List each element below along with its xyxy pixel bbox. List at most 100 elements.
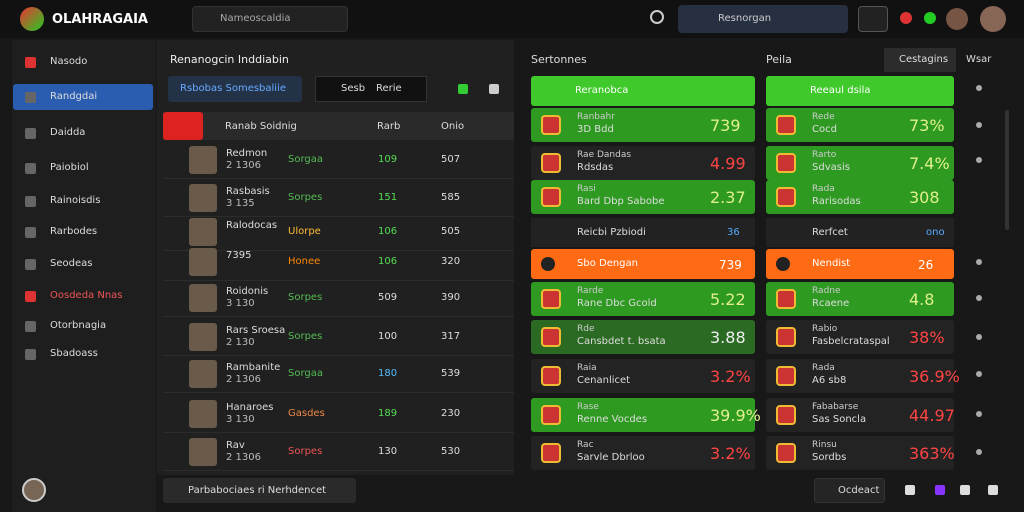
card-sub: Sordbs (812, 452, 847, 463)
card-value: 3.2% (710, 367, 751, 386)
card[interactable] (531, 320, 755, 354)
card[interactable] (531, 359, 755, 393)
footer-box[interactable] (163, 478, 356, 503)
card[interactable] (766, 108, 954, 142)
tab-text[interactable]: Wsar (966, 54, 992, 65)
search-box[interactable] (192, 6, 348, 32)
team-logo (541, 405, 561, 425)
active-item[interactable] (13, 84, 153, 110)
bottom-icon[interactable] (905, 485, 915, 495)
card-value: 3.88 (710, 328, 746, 347)
search-text: Nameoscaldia (220, 13, 291, 24)
sort[interactable]: Rerie (376, 83, 402, 94)
card-sub: Sdvasis (812, 162, 850, 173)
row-action[interactable] (976, 85, 982, 91)
card[interactable] (766, 282, 954, 316)
bottom-icon[interactable] (988, 485, 998, 495)
team: Gasdes (288, 408, 325, 419)
team-logo (776, 443, 796, 463)
sort[interactable]: Sesb (341, 83, 366, 94)
player-sub: 2 130 (226, 337, 255, 348)
nav-item[interactable]: Otorbnagia (50, 320, 107, 331)
card[interactable] (766, 398, 954, 432)
value: 130 (378, 446, 398, 457)
header-text[interactable]: Reeaul dsila (810, 85, 871, 96)
tab[interactable] (678, 5, 848, 33)
row-action[interactable] (976, 295, 982, 301)
player-sub: 3 135 (226, 198, 255, 209)
scrollbar (1005, 110, 1009, 230)
row-action[interactable] (976, 411, 982, 417)
bottom-icon[interactable] (960, 485, 970, 495)
bottom-icon[interactable] (935, 485, 945, 495)
icon[interactable] (858, 6, 888, 32)
nav-item[interactable]: Oosdeda Nnas (50, 290, 123, 301)
card[interactable] (766, 146, 954, 180)
row-action[interactable] (976, 157, 982, 163)
team: Sorgaa (288, 368, 324, 379)
row-action[interactable] (976, 334, 982, 340)
row-action[interactable] (976, 259, 982, 265)
nav-item[interactable]: Seodeas (50, 258, 93, 269)
card[interactable] (766, 320, 954, 354)
row-divider (163, 250, 514, 251)
team-logo (541, 289, 561, 309)
nav-item[interactable]: Rainoisdis (50, 195, 101, 206)
card-sub: Rarisodas (812, 196, 861, 207)
header-text[interactable]: Reranobca (575, 85, 629, 96)
card[interactable] (531, 398, 755, 432)
team-logo (776, 327, 796, 347)
player-name: Redmon (226, 148, 268, 159)
icon[interactable] (458, 84, 468, 94)
row-action[interactable] (976, 449, 982, 455)
icon[interactable] (650, 10, 664, 24)
card-name: Rabio (812, 324, 838, 334)
filter[interactable] (168, 76, 302, 102)
team: Honee (288, 256, 321, 267)
nav-item[interactable]: Rarbodes (50, 226, 98, 237)
row-action[interactable] (976, 371, 982, 377)
nav-item[interactable]: Paiobiol (50, 162, 89, 173)
team-logo (776, 289, 796, 309)
card[interactable] (766, 436, 954, 470)
avatar[interactable] (924, 12, 936, 24)
value: 390 (441, 292, 461, 303)
top-bar (0, 0, 1024, 38)
action-text[interactable]: Ocdeact (838, 485, 880, 496)
avatar[interactable] (980, 6, 1006, 32)
tab[interactable] (884, 48, 956, 72)
highlight-card[interactable] (766, 249, 954, 279)
team: Sorgaa (288, 154, 324, 165)
card-name: Rae Dandas (577, 150, 632, 160)
card[interactable] (766, 180, 954, 214)
highlight-value: 739 (719, 258, 742, 272)
highlight-card[interactable] (531, 249, 755, 279)
action-box[interactable] (814, 478, 885, 503)
nav-icon (25, 92, 36, 103)
avatar[interactable] (900, 12, 912, 24)
card-sub: Fasbelcrataspal (812, 336, 890, 347)
card[interactable] (531, 282, 755, 316)
card[interactable] (531, 146, 755, 180)
nav-item[interactable]: Daidda (50, 127, 86, 138)
header-card[interactable] (531, 76, 755, 106)
avatar[interactable] (946, 8, 968, 30)
card[interactable] (531, 436, 755, 470)
group-value: 36 (727, 227, 740, 238)
card[interactable] (531, 180, 755, 214)
nav-item[interactable]: Randgdai (50, 91, 98, 102)
card[interactable] (531, 108, 755, 142)
nav-icon (25, 349, 36, 360)
icon[interactable] (489, 84, 499, 94)
value: 189 (378, 408, 398, 419)
controls[interactable] (315, 76, 427, 102)
tab-text[interactable]: Cestagins (899, 54, 949, 65)
player-avatar (189, 184, 217, 212)
card[interactable] (766, 359, 954, 393)
header-card[interactable] (766, 76, 954, 106)
nav-item[interactable]: Sbadoass (50, 348, 98, 359)
team-logo (541, 115, 561, 135)
row-action[interactable] (976, 122, 982, 128)
team-logo (541, 327, 561, 347)
nav-item[interactable]: Nasodo (50, 56, 88, 67)
